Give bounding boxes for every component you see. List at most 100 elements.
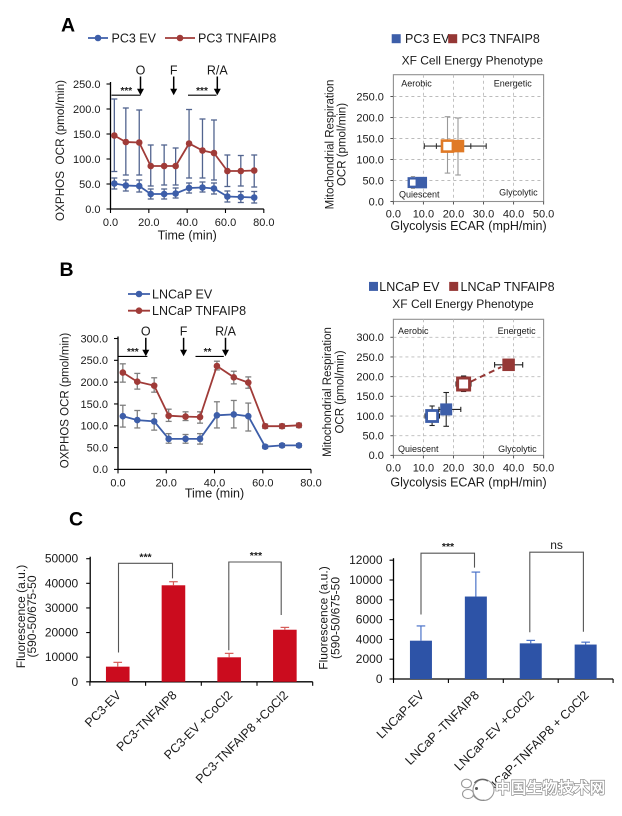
svg-text:40.0: 40.0 [176, 217, 197, 229]
svg-text:150.0: 150.0 [356, 391, 384, 403]
svg-text:F: F [170, 64, 178, 78]
svg-text:8000: 8000 [356, 593, 383, 607]
svg-text:20.0: 20.0 [138, 217, 159, 229]
svg-text:***: *** [139, 551, 152, 563]
svg-text:***: *** [196, 86, 208, 97]
svg-text:**: ** [204, 347, 212, 358]
svg-text:150.0: 150.0 [80, 399, 108, 411]
svg-text:0.0: 0.0 [369, 450, 384, 462]
svg-text:ns: ns [550, 538, 563, 552]
svg-text:0: 0 [376, 672, 383, 686]
svg-text:80.0: 80.0 [253, 217, 274, 229]
svg-text:200.0: 200.0 [73, 104, 101, 116]
svg-text:Glycolytic: Glycolytic [498, 444, 537, 454]
svg-text:Quiescent: Quiescent [398, 444, 439, 454]
svg-text:Glycolysis ECAR (mpH/min): Glycolysis ECAR (mpH/min) [390, 219, 546, 233]
svg-text:50.0: 50.0 [362, 175, 383, 187]
svg-text:PC3 TNFAIP8: PC3 TNFAIP8 [198, 32, 276, 46]
svg-text:60.0: 60.0 [252, 477, 273, 489]
svg-text:40.0: 40.0 [204, 477, 225, 489]
svg-text:PC3-EV: PC3-EV [82, 688, 124, 730]
svg-text:100.0: 100.0 [73, 154, 101, 166]
svg-text:150.0: 150.0 [356, 133, 384, 145]
svg-text:Mitochondrial Respiration: Mitochondrial Respiration [325, 80, 337, 210]
svg-text:Glycolysis ECAR (mpH/min): Glycolysis ECAR (mpH/min) [390, 476, 546, 490]
svg-text:Mitochondrial Respiration: Mitochondrial Respiration [322, 327, 334, 457]
svg-text:50.0: 50.0 [533, 209, 554, 221]
svg-text:0.0: 0.0 [386, 462, 401, 474]
svg-text:50.0: 50.0 [533, 462, 554, 474]
svg-text:O: O [141, 325, 151, 339]
svg-text:Time (min): Time (min) [158, 229, 217, 243]
svg-text:Energetic: Energetic [494, 78, 533, 88]
svg-text:Fluorescence (a.u.): Fluorescence (a.u.) [317, 566, 331, 669]
svg-text:***: *** [250, 550, 263, 562]
svg-text:30.0: 30.0 [473, 209, 494, 221]
svg-text:0.0: 0.0 [386, 209, 401, 221]
svg-text:Quiescent: Quiescent [399, 189, 440, 199]
svg-text:100.0: 100.0 [356, 411, 384, 423]
svg-text:OCR (pmol/min): OCR (pmol/min) [335, 350, 347, 433]
svg-text:0.0: 0.0 [85, 204, 100, 216]
svg-text:50000: 50000 [45, 552, 79, 566]
svg-text:A: A [61, 15, 75, 37]
svg-text:40.0: 40.0 [503, 209, 524, 221]
svg-text:100.0: 100.0 [356, 154, 384, 166]
svg-text:40000: 40000 [45, 576, 79, 590]
svg-text:50.0: 50.0 [79, 179, 100, 191]
svg-text:Time (min): Time (min) [185, 487, 244, 501]
svg-text:4000: 4000 [356, 632, 383, 646]
svg-text:Glycolytic: Glycolytic [499, 187, 538, 197]
svg-text:250.0: 250.0 [73, 79, 101, 91]
svg-text:0.0: 0.0 [103, 217, 118, 229]
svg-text:0.0: 0.0 [93, 464, 108, 476]
svg-text:250.0: 250.0 [356, 352, 384, 364]
svg-text:0: 0 [72, 675, 79, 689]
svg-text:250.0: 250.0 [80, 355, 108, 367]
svg-text:PC3 EV: PC3 EV [112, 32, 157, 46]
svg-text:PC3 TNFAIP8: PC3 TNFAIP8 [462, 32, 540, 46]
svg-text:300.0: 300.0 [80, 333, 108, 345]
svg-text:Aerobic: Aerobic [401, 78, 432, 88]
svg-text:PC3 EV: PC3 EV [405, 32, 450, 46]
svg-text:10000: 10000 [349, 573, 383, 587]
svg-text:R/A: R/A [215, 325, 237, 339]
svg-text:200.0: 200.0 [80, 377, 108, 389]
svg-text:O: O [136, 64, 146, 78]
svg-text:200.0: 200.0 [356, 112, 384, 124]
svg-text:300.0: 300.0 [356, 332, 384, 344]
svg-text:XF Cell Energy Phenotype: XF Cell Energy Phenotype [392, 297, 534, 311]
svg-text:中国生物技术网: 中国生物技术网 [495, 778, 606, 797]
svg-text:30.0: 30.0 [473, 462, 494, 474]
svg-text:LNCaP TNFAIP8: LNCaP TNFAIP8 [461, 280, 555, 294]
svg-text:Aerobic: Aerobic [398, 326, 429, 336]
svg-text:20.0: 20.0 [155, 477, 176, 489]
svg-text:R/A: R/A [207, 64, 229, 78]
svg-text:250.0: 250.0 [356, 91, 384, 103]
svg-text:12000: 12000 [349, 553, 383, 567]
svg-text:Energetic: Energetic [498, 326, 537, 336]
svg-text:LNCaP EV: LNCaP EV [379, 280, 440, 294]
svg-text:LNCaP EV: LNCaP EV [152, 288, 213, 302]
svg-text:150.0: 150.0 [73, 129, 101, 141]
svg-text:10.0: 10.0 [413, 462, 434, 474]
svg-text:50.0: 50.0 [362, 431, 383, 443]
svg-text:6000: 6000 [356, 613, 383, 627]
svg-text:XF Cell Energy Phenotype: XF Cell Energy Phenotype [402, 54, 544, 68]
svg-text:10.0: 10.0 [413, 209, 434, 221]
svg-text:80.0: 80.0 [300, 477, 321, 489]
svg-text:60.0: 60.0 [215, 217, 236, 229]
svg-text:OXPHOS OCR (pmol/min): OXPHOS OCR (pmol/min) [54, 80, 67, 221]
svg-text:30000: 30000 [45, 601, 79, 615]
svg-text:0.0: 0.0 [110, 477, 125, 489]
svg-text:(590-50/675-50: (590-50/675-50 [25, 575, 39, 657]
svg-text:0.0: 0.0 [369, 196, 384, 208]
svg-text:OCR (pmol/min): OCR (pmol/min) [337, 103, 349, 186]
svg-text:C: C [69, 509, 83, 531]
svg-text:200.0: 200.0 [356, 372, 384, 384]
svg-text:10000: 10000 [45, 650, 79, 664]
svg-text:***: *** [120, 86, 132, 97]
svg-text:50.0: 50.0 [87, 442, 108, 454]
svg-text:F: F [180, 325, 188, 339]
svg-text:20.0: 20.0 [443, 462, 464, 474]
